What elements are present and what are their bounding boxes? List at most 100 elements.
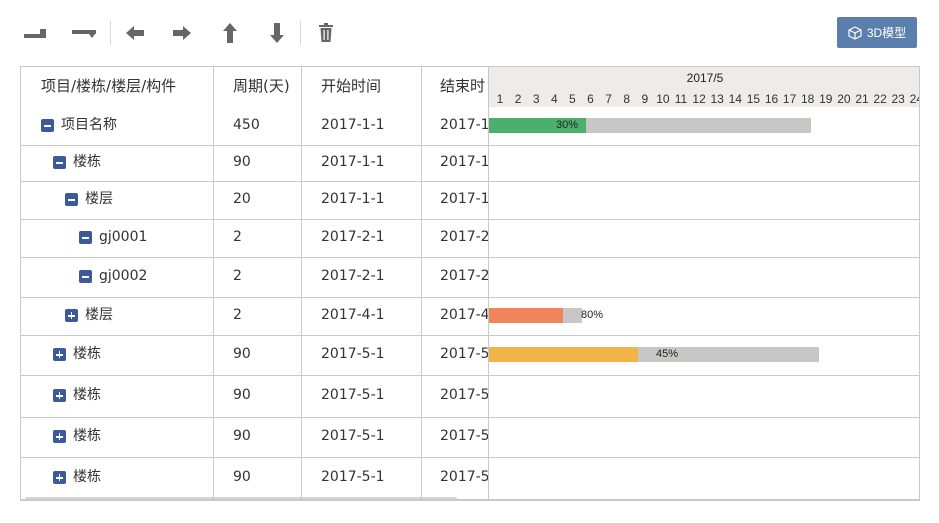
row-duration: 90 bbox=[233, 346, 251, 362]
gantt-day-label: 10 bbox=[656, 92, 670, 106]
gantt-day-label: 8 bbox=[623, 92, 631, 106]
gantt-bar-progress bbox=[489, 308, 563, 323]
gantt-day-label: 18 bbox=[801, 92, 815, 106]
delete-button[interactable] bbox=[311, 20, 341, 46]
expand-icon[interactable] bbox=[53, 348, 66, 361]
row-end-date: 2017-5- bbox=[440, 469, 488, 485]
toolbar: 3D模型 bbox=[0, 0, 939, 66]
gantt-day-label: 9 bbox=[641, 92, 649, 106]
row-duration: 90 bbox=[233, 387, 251, 403]
row-end-date: 2017-1- bbox=[440, 154, 488, 170]
row-end-date: 2017-4- bbox=[440, 307, 488, 323]
gantt-day-label: 19 bbox=[819, 92, 833, 106]
row-end-date: 2017-2- bbox=[440, 268, 488, 284]
collapse-icon[interactable] bbox=[41, 119, 54, 132]
gantt-day-label: 23 bbox=[891, 92, 905, 106]
row-end-date: 2017-5- bbox=[440, 428, 488, 444]
gantt-day-label: 13 bbox=[710, 92, 724, 106]
3d-model-label: 3D模型 bbox=[866, 26, 907, 40]
row-divider bbox=[21, 219, 919, 220]
column-header-end: 结束时 bbox=[440, 77, 486, 95]
row-name: 楼栋 bbox=[73, 469, 101, 485]
row-name: 楼栋 bbox=[73, 346, 101, 362]
move-right-button[interactable] bbox=[167, 20, 197, 46]
row-name: gj0001 bbox=[99, 229, 148, 245]
row-duration: 2 bbox=[233, 268, 242, 284]
expand-icon[interactable] bbox=[53, 389, 66, 402]
gantt-day-label: 11 bbox=[674, 92, 688, 106]
gantt-day-label: 15 bbox=[746, 92, 761, 106]
row-name: 楼栋 bbox=[73, 154, 101, 170]
gantt-bar-label: 30% bbox=[556, 119, 579, 131]
move-down-button[interactable] bbox=[262, 20, 292, 46]
move-left-button[interactable] bbox=[120, 20, 150, 46]
row-duration: 20 bbox=[233, 191, 251, 207]
row-name: 楼栋 bbox=[73, 428, 101, 444]
horizontal-scrollbar[interactable] bbox=[25, 497, 457, 500]
indent-left-icon bbox=[24, 29, 46, 38]
indent-right-icon bbox=[72, 30, 96, 38]
row-duration: 2 bbox=[233, 229, 242, 245]
row-name: gj0002 bbox=[99, 268, 148, 284]
collapse-icon[interactable] bbox=[65, 193, 78, 206]
row-end-date: 2017-1- bbox=[440, 191, 488, 207]
row-name: 楼层 bbox=[85, 307, 113, 323]
gantt-day-label: 14 bbox=[728, 92, 742, 106]
gantt-bar-label: 80% bbox=[581, 309, 604, 321]
gantt-day-label: 12 bbox=[692, 92, 706, 106]
row-divider bbox=[21, 297, 919, 298]
column-divider bbox=[488, 67, 489, 500]
arrow-up-icon bbox=[223, 23, 237, 43]
move-up-button[interactable] bbox=[215, 20, 245, 46]
column-header-name: 项目/楼栋/楼层/构件 bbox=[41, 77, 177, 95]
column-divider bbox=[301, 67, 302, 500]
indent-right-button[interactable] bbox=[69, 20, 99, 46]
expand-icon[interactable] bbox=[53, 471, 66, 484]
row-divider bbox=[21, 145, 919, 146]
gantt-day-label: 1 bbox=[496, 92, 504, 106]
column-header-start: 开始时间 bbox=[321, 77, 382, 95]
row-divider bbox=[21, 181, 919, 182]
row-name: 楼层 bbox=[85, 191, 113, 207]
row-name: 楼栋 bbox=[73, 387, 101, 403]
collapse-icon[interactable] bbox=[79, 231, 92, 244]
trash-icon bbox=[319, 23, 333, 42]
gantt-day-label: 16 bbox=[764, 92, 779, 106]
gantt-day-label: 4 bbox=[550, 92, 558, 106]
cube-icon bbox=[848, 25, 862, 40]
collapse-icon[interactable] bbox=[53, 156, 66, 169]
toolbar-divider bbox=[300, 21, 301, 45]
row-divider bbox=[21, 257, 919, 258]
expand-icon[interactable] bbox=[53, 430, 66, 443]
row-duration: 2 bbox=[233, 307, 242, 323]
row-end-date: 2017-1- bbox=[440, 117, 488, 133]
row-divider bbox=[21, 417, 919, 418]
gantt-header: 2017/5 1 2 3 4 5 6 7 8 9 10 11 12 13 14 15 16 17 18 19 20 21… bbox=[489, 67, 919, 107]
row-start-date: 2017-1-1 bbox=[321, 191, 385, 207]
gantt-day-label: 21 bbox=[855, 92, 869, 106]
row-duration: 90 bbox=[233, 428, 251, 444]
3d-model-button[interactable]: 3D模型 bbox=[837, 17, 917, 48]
indent-left-button[interactable] bbox=[21, 20, 51, 46]
expand-icon[interactable] bbox=[65, 309, 78, 322]
row-duration: 90 bbox=[233, 469, 251, 485]
gantt-day-label: 17 bbox=[782, 92, 797, 106]
column-divider bbox=[213, 67, 214, 500]
row-end-date: 2017-2- bbox=[440, 229, 488, 245]
gantt-day-label: 2 bbox=[514, 92, 522, 106]
row-start-date: 2017-2-1 bbox=[321, 229, 385, 245]
row-start-date: 2017-5-1 bbox=[321, 428, 385, 444]
row-duration: 90 bbox=[233, 154, 251, 170]
row-start-date: 2017-1-1 bbox=[321, 154, 385, 170]
toolbar-divider bbox=[110, 21, 111, 45]
row-start-date: 2017-5-1 bbox=[321, 387, 385, 403]
gantt-day-label: 6 bbox=[587, 92, 594, 106]
gantt-month-label: 2017/5 bbox=[686, 71, 724, 85]
gantt-day-label: 22 bbox=[873, 92, 887, 106]
collapse-icon[interactable] bbox=[79, 270, 92, 283]
row-start-date: 2017-4-1 bbox=[321, 307, 385, 323]
gantt-day-label: 24 bbox=[909, 92, 919, 106]
row-divider bbox=[21, 335, 919, 336]
gantt-day-label: 3 bbox=[532, 92, 540, 106]
row-duration: 450 bbox=[233, 117, 260, 133]
